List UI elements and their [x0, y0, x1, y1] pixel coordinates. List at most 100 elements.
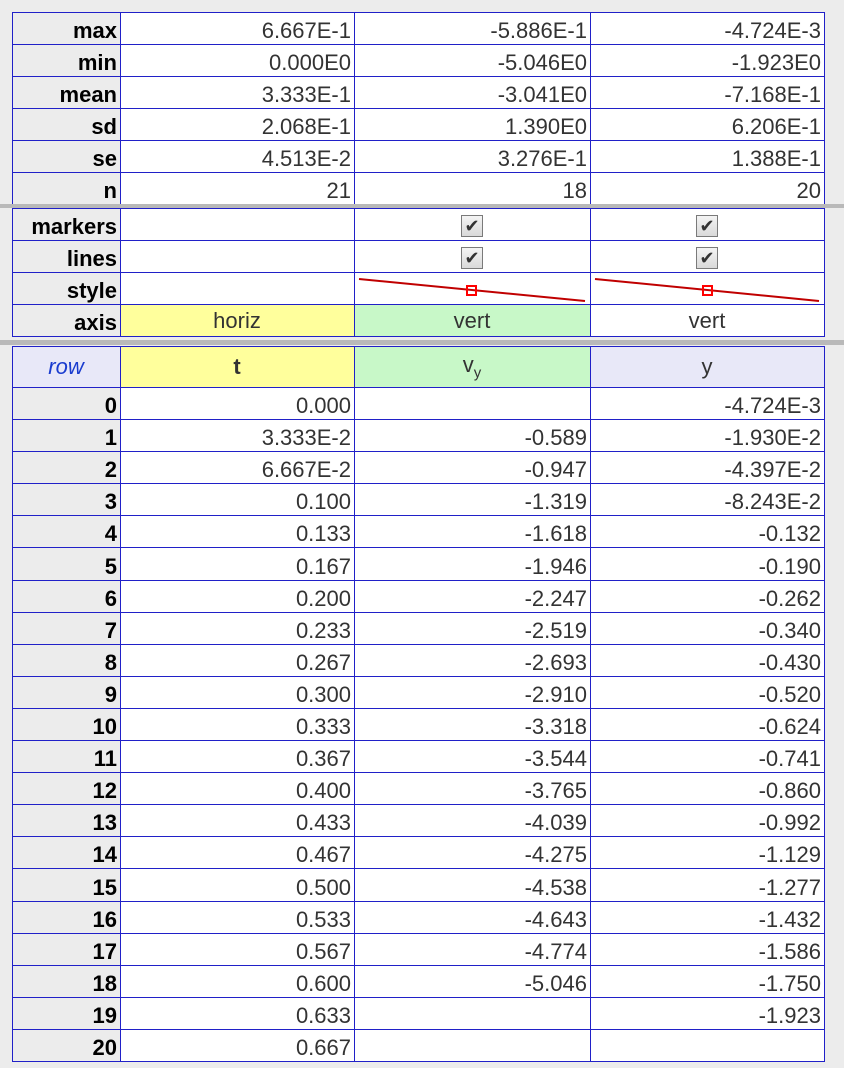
t-cell[interactable]: 3.333E-2 — [120, 419, 355, 453]
y-cell[interactable]: -0.624 — [590, 707, 825, 742]
t-cell[interactable]: 0.500 — [120, 868, 355, 902]
vy-cell[interactable]: -4.643 — [354, 900, 591, 934]
table-row: 5 0.167 -1.946 -0.190 — [12, 547, 825, 581]
vy-cell[interactable]: -3.318 — [354, 707, 591, 742]
t-cell[interactable]: 0.633 — [120, 996, 355, 1030]
y-cell[interactable]: -4.397E-2 — [590, 451, 825, 485]
vy-cell[interactable]: -1.319 — [354, 483, 591, 517]
y-cell[interactable]: -0.430 — [590, 643, 825, 677]
y-cell[interactable] — [590, 1028, 825, 1062]
t-column-header[interactable]: t — [120, 346, 355, 388]
stat-y-cell: -7.168E-1 — [590, 76, 825, 109]
stat-label: mean — [12, 76, 121, 109]
axis-t-cell[interactable]: horiz — [120, 304, 355, 337]
stat-t-cell: 4.513E-2 — [120, 140, 355, 173]
row-number: 1 — [12, 419, 121, 453]
row-number: 2 — [12, 451, 121, 485]
t-cell[interactable]: 0.333 — [120, 707, 355, 742]
y-cell[interactable]: -0.262 — [590, 579, 825, 613]
t-cell[interactable]: 0.000 — [120, 386, 355, 421]
y-cell[interactable]: -0.520 — [590, 675, 825, 709]
axis-y-cell[interactable]: vert — [590, 304, 825, 337]
y-cell[interactable]: -0.340 — [590, 611, 825, 645]
t-cell[interactable]: 0.533 — [120, 900, 355, 934]
vy-cell[interactable]: -3.544 — [354, 740, 591, 774]
markers-vy-cell[interactable]: ✔ — [354, 208, 591, 241]
vy-cell[interactable]: -4.275 — [354, 836, 591, 870]
axis-vy-cell[interactable]: vert — [354, 304, 591, 337]
t-cell[interactable]: 0.467 — [120, 836, 355, 870]
style-y-cell[interactable] — [590, 272, 825, 305]
y-cell[interactable]: -1.930E-2 — [590, 419, 825, 453]
markers-y-cell[interactable]: ✔ — [590, 208, 825, 241]
row-column-header[interactable]: row — [12, 346, 121, 388]
stat-t-cell: 2.068E-1 — [120, 108, 355, 141]
table-row: 9 0.300 -2.910 -0.520 — [12, 675, 825, 709]
vy-cell[interactable]: -0.589 — [354, 419, 591, 453]
t-cell[interactable]: 0.600 — [120, 964, 355, 998]
y-cell[interactable]: -0.190 — [590, 547, 825, 581]
y-cell[interactable]: -0.132 — [590, 515, 825, 549]
y-cell[interactable]: -1.277 — [590, 868, 825, 902]
vy-cell[interactable]: -5.046 — [354, 964, 591, 998]
t-cell[interactable]: 0.233 — [120, 611, 355, 645]
vy-cell[interactable]: -2.693 — [354, 643, 591, 677]
vy-cell[interactable]: -4.039 — [354, 804, 591, 838]
y-cell[interactable]: -4.724E-3 — [590, 386, 825, 421]
vy-header-subscript: y — [473, 364, 482, 382]
stat-row-n: n 21 18 20 — [12, 172, 825, 205]
t-cell[interactable]: 0.133 — [120, 515, 355, 549]
t-cell[interactable]: 0.200 — [120, 579, 355, 613]
t-cell[interactable]: 0.267 — [120, 643, 355, 677]
row-number: 0 — [12, 386, 121, 421]
vy-cell[interactable]: -2.247 — [354, 579, 591, 613]
vy-cell[interactable]: -1.946 — [354, 547, 591, 581]
vy-cell[interactable] — [354, 1028, 591, 1062]
vy-cell[interactable]: -0.947 — [354, 451, 591, 485]
y-cell[interactable]: -0.741 — [590, 740, 825, 774]
y-cell[interactable]: -1.432 — [590, 900, 825, 934]
y-column-header[interactable]: y — [590, 346, 825, 388]
y-cell[interactable]: -1.750 — [590, 964, 825, 998]
vy-cell[interactable] — [354, 386, 591, 421]
y-cell[interactable]: -0.992 — [590, 804, 825, 838]
display-properties-table: markers ✔ ✔ lines ✔ ✔ style — [12, 208, 825, 337]
t-cell[interactable]: 6.667E-2 — [120, 451, 355, 485]
markers-t-cell — [120, 208, 355, 241]
style-y-swatch[interactable] — [591, 274, 823, 304]
vy-cell[interactable]: -2.910 — [354, 675, 591, 709]
stat-label: n — [12, 172, 121, 205]
lines-vy-checkbox[interactable]: ✔ — [461, 246, 483, 269]
vy-cell[interactable]: -1.618 — [354, 515, 591, 549]
vy-cell[interactable]: -4.774 — [354, 932, 591, 966]
y-cell[interactable]: -8.243E-2 — [590, 483, 825, 517]
vy-header-base: v — [462, 352, 474, 378]
style-vy-cell[interactable] — [354, 272, 591, 305]
lines-vy-cell[interactable]: ✔ — [354, 240, 591, 273]
vy-cell[interactable]: -3.765 — [354, 772, 591, 806]
vy-cell[interactable] — [354, 996, 591, 1030]
vy-cell[interactable]: -4.538 — [354, 868, 591, 902]
stat-label: min — [12, 44, 121, 77]
t-cell[interactable]: 0.367 — [120, 740, 355, 774]
style-t-cell — [120, 272, 355, 305]
t-cell[interactable]: 0.100 — [120, 483, 355, 517]
vy-cell[interactable]: -2.519 — [354, 611, 591, 645]
t-cell[interactable]: 0.300 — [120, 675, 355, 709]
t-cell[interactable]: 0.667 — [120, 1028, 355, 1062]
y-cell[interactable]: -1.129 — [590, 836, 825, 870]
style-vy-swatch[interactable] — [355, 274, 589, 304]
row-number: 18 — [12, 964, 121, 998]
y-cell[interactable]: -1.586 — [590, 932, 825, 966]
t-cell[interactable]: 0.167 — [120, 547, 355, 581]
vy-column-header[interactable]: vy — [354, 346, 591, 388]
lines-y-cell[interactable]: ✔ — [590, 240, 825, 273]
t-cell[interactable]: 0.567 — [120, 932, 355, 966]
markers-y-checkbox[interactable]: ✔ — [696, 214, 718, 237]
y-cell[interactable]: -1.923 — [590, 996, 825, 1030]
markers-vy-checkbox[interactable]: ✔ — [461, 214, 483, 237]
t-cell[interactable]: 0.400 — [120, 772, 355, 806]
y-cell[interactable]: -0.860 — [590, 772, 825, 806]
t-cell[interactable]: 0.433 — [120, 804, 355, 838]
lines-y-checkbox[interactable]: ✔ — [696, 246, 718, 269]
